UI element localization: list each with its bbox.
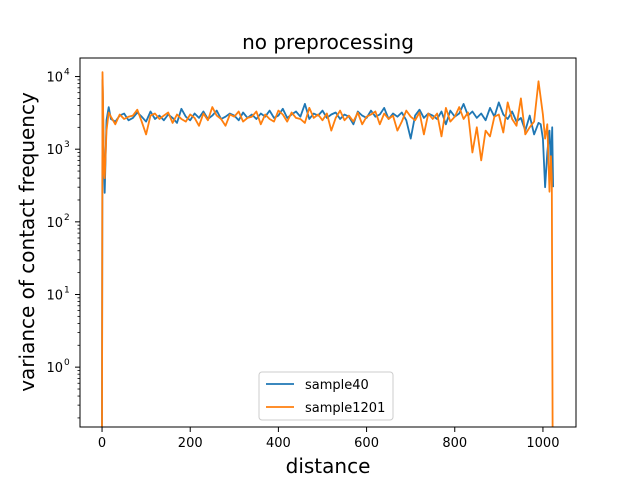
y-tick-exponent: 1 — [64, 285, 70, 295]
y-axis-label: variance of contact frequency — [15, 92, 39, 392]
x-tick-label: 400 — [266, 436, 291, 451]
x-axis-label: distance — [286, 454, 371, 478]
legend: sample40 sample1201 — [258, 371, 394, 421]
y-tick-label: 10 — [46, 71, 63, 86]
plot-frame — [79, 57, 577, 428]
x-tick-label: 200 — [178, 436, 203, 451]
y-tick-exponent: 2 — [64, 213, 70, 223]
legend-label-sample1201: sample1201 — [305, 401, 385, 416]
y-tick-label: 10 — [46, 361, 63, 376]
y-tick-label: 10 — [46, 288, 63, 303]
series-line-sample40 — [101, 79, 554, 427]
x-tick-label: 0 — [98, 436, 106, 451]
y-tick-exponent: 3 — [64, 140, 70, 150]
y-tick-exponent: 0 — [64, 358, 70, 368]
series-layer — [101, 71, 554, 427]
series-line-sample1201 — [101, 71, 554, 427]
x-tick-label: 1000 — [526, 436, 559, 451]
legend-label-sample40: sample40 — [305, 378, 369, 393]
y-tick-label: 10 — [46, 216, 63, 231]
y-tick-label: 10 — [46, 143, 63, 158]
x-axis: 0 200 400 600 800 1000 — [98, 427, 559, 451]
chart-title: no preprocessing — [242, 30, 414, 54]
x-tick-label: 600 — [354, 436, 379, 451]
y-tick-exponent: 4 — [64, 68, 70, 78]
x-tick-label: 800 — [442, 436, 467, 451]
